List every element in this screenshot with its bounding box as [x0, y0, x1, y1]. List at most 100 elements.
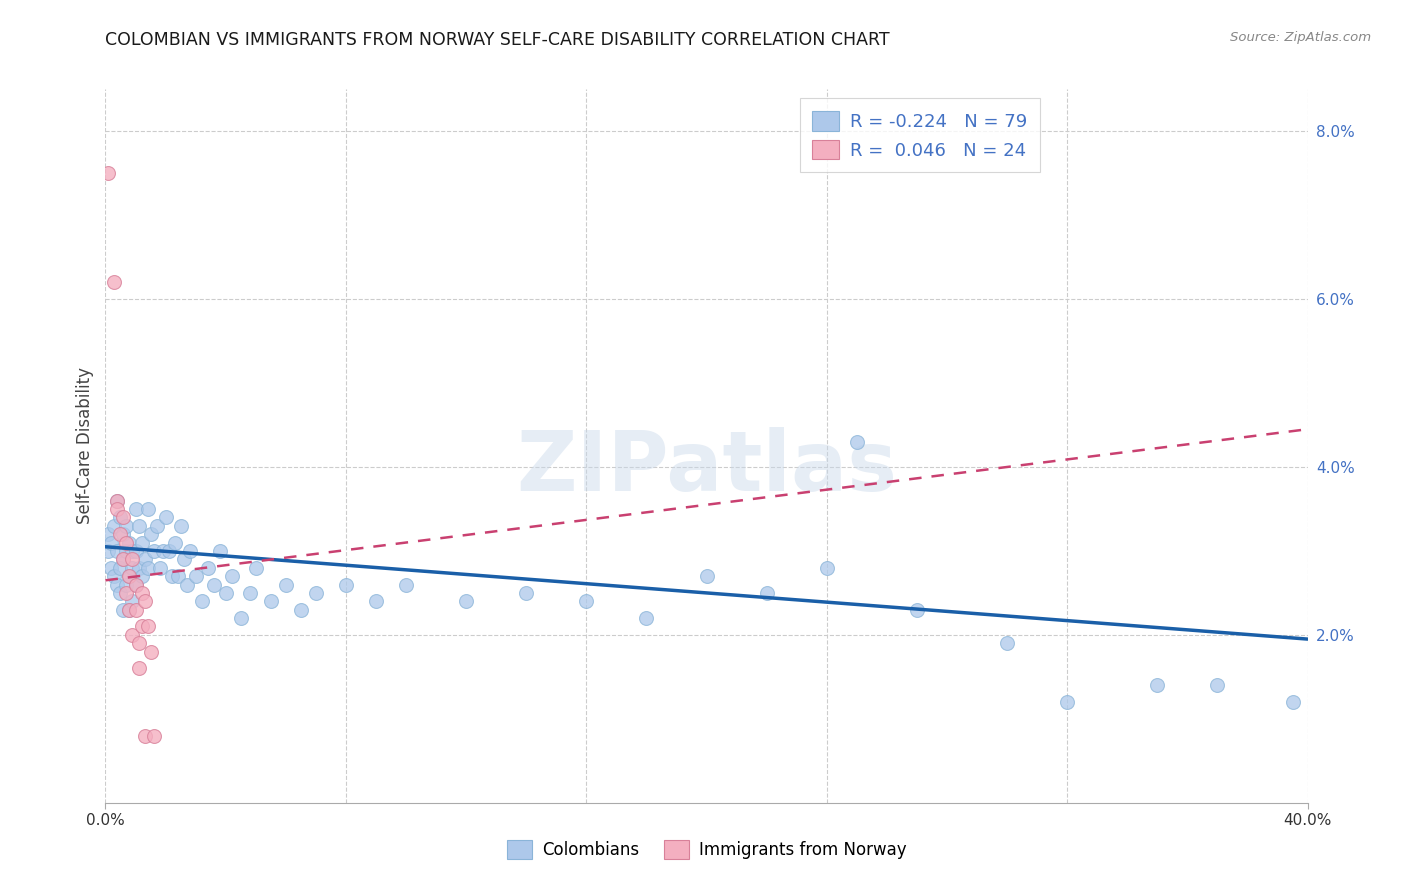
- Point: [100, 535, 122, 549]
- Point: [845, 434, 868, 449]
- Y-axis label: Self-Care Disability: Self-Care Disability: [76, 368, 94, 524]
- Point: [110, 586, 132, 600]
- Point: [128, 560, 150, 574]
- Point: [696, 569, 718, 583]
- Point: [305, 586, 328, 600]
- Point: [148, 560, 170, 574]
- Point: [160, 569, 183, 583]
- Point: [118, 603, 141, 617]
- Point: [103, 275, 125, 289]
- Point: [97, 544, 120, 558]
- Point: [107, 493, 129, 508]
- Point: [239, 586, 262, 600]
- Point: [166, 569, 188, 583]
- Text: ZIPatlas: ZIPatlas: [516, 427, 897, 508]
- Point: [1056, 695, 1078, 709]
- Point: [121, 552, 143, 566]
- Point: [118, 535, 141, 549]
- Point: [155, 510, 177, 524]
- Point: [107, 544, 129, 558]
- Point: [110, 527, 132, 541]
- Point: [118, 603, 141, 617]
- Point: [139, 527, 162, 541]
- Point: [128, 636, 150, 650]
- Point: [97, 166, 120, 180]
- Point: [124, 544, 146, 558]
- Point: [124, 577, 146, 591]
- Point: [208, 544, 231, 558]
- Point: [136, 560, 159, 574]
- Point: [115, 544, 138, 558]
- Point: [121, 594, 143, 608]
- Point: [152, 544, 174, 558]
- Point: [112, 552, 135, 566]
- Point: [1206, 678, 1229, 692]
- Point: [136, 619, 159, 633]
- Point: [755, 586, 778, 600]
- Point: [128, 518, 150, 533]
- Point: [229, 611, 252, 625]
- Point: [121, 628, 143, 642]
- Point: [110, 560, 132, 574]
- Point: [142, 544, 165, 558]
- Point: [124, 502, 146, 516]
- Point: [157, 544, 180, 558]
- Point: [173, 552, 195, 566]
- Point: [179, 544, 201, 558]
- Legend: Colombians, Immigrants from Norway: Colombians, Immigrants from Norway: [501, 834, 912, 866]
- Point: [214, 586, 236, 600]
- Point: [163, 535, 186, 549]
- Point: [131, 619, 153, 633]
- Point: [995, 636, 1018, 650]
- Point: [905, 603, 928, 617]
- Point: [112, 603, 135, 617]
- Point: [245, 560, 267, 574]
- Point: [274, 577, 297, 591]
- Point: [636, 611, 658, 625]
- Point: [112, 527, 135, 541]
- Point: [118, 569, 141, 583]
- Point: [100, 560, 122, 574]
- Point: [121, 544, 143, 558]
- Point: [184, 569, 207, 583]
- Point: [335, 577, 357, 591]
- Point: [136, 502, 159, 516]
- Point: [454, 594, 477, 608]
- Point: [121, 560, 143, 574]
- Point: [131, 569, 153, 583]
- Point: [124, 577, 146, 591]
- Point: [1281, 695, 1303, 709]
- Point: [128, 661, 150, 675]
- Point: [131, 535, 153, 549]
- Point: [145, 518, 167, 533]
- Point: [107, 577, 129, 591]
- Point: [221, 569, 243, 583]
- Point: [575, 594, 598, 608]
- Point: [134, 729, 156, 743]
- Point: [107, 493, 129, 508]
- Point: [134, 594, 156, 608]
- Point: [515, 586, 537, 600]
- Point: [115, 535, 138, 549]
- Point: [124, 603, 146, 617]
- Point: [115, 577, 138, 591]
- Point: [103, 518, 125, 533]
- Point: [1146, 678, 1168, 692]
- Point: [112, 510, 135, 524]
- Point: [110, 510, 132, 524]
- Text: COLOMBIAN VS IMMIGRANTS FROM NORWAY SELF-CARE DISABILITY CORRELATION CHART: COLOMBIAN VS IMMIGRANTS FROM NORWAY SELF…: [105, 31, 890, 49]
- Point: [197, 560, 219, 574]
- Point: [103, 569, 125, 583]
- Point: [395, 577, 418, 591]
- Point: [190, 594, 212, 608]
- Point: [142, 729, 165, 743]
- Point: [202, 577, 225, 591]
- Point: [118, 569, 141, 583]
- Point: [176, 577, 198, 591]
- Point: [115, 586, 138, 600]
- Text: Source: ZipAtlas.com: Source: ZipAtlas.com: [1230, 31, 1371, 45]
- Point: [169, 518, 191, 533]
- Point: [131, 586, 153, 600]
- Point: [97, 527, 120, 541]
- Point: [290, 603, 312, 617]
